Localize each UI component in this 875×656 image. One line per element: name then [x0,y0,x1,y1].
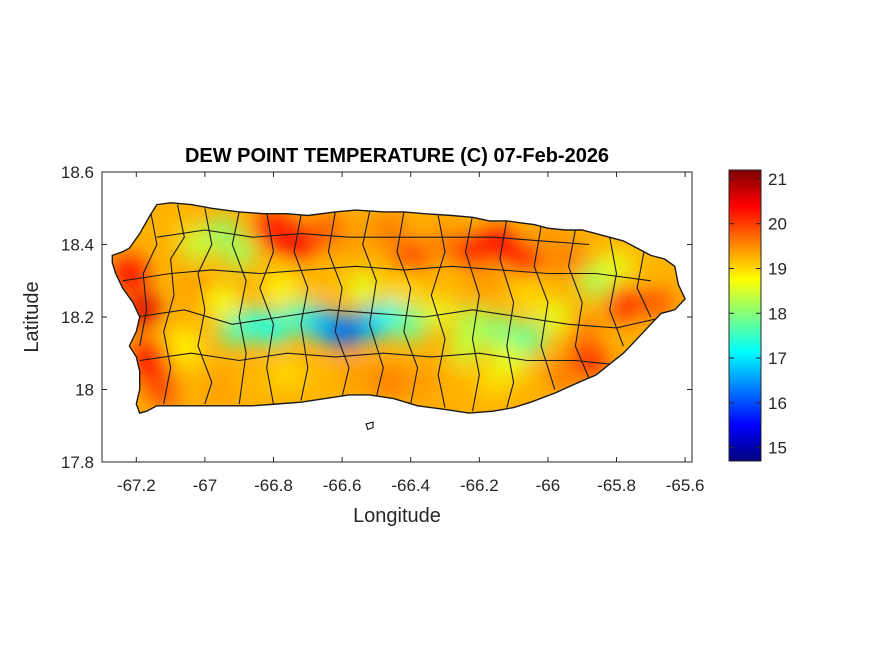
colorbar-ticks: 15 16 17 18 19 20 21 [729,170,787,458]
temperature-blob [441,357,476,393]
x-tick-label: -65.8 [597,476,636,495]
municipality-border [430,215,446,408]
temperature-blob [510,321,545,356]
municipality-border [122,265,651,282]
temperature-blob [167,328,202,364]
temperature-blob [201,372,236,407]
colorbar-tick-label: 21 [768,170,787,189]
temperature-blob [372,212,408,248]
municipality-border [136,309,665,329]
x-tick-label: -66.2 [460,476,499,495]
temperature-blob [263,270,298,306]
temperature-blob [489,343,524,378]
temperature-blob [644,288,672,317]
x-axis-label: Longitude [353,505,441,527]
temperature-blob [338,357,373,393]
temperature-blob [407,365,442,400]
temperature-blob [510,241,545,277]
temperature-blob [571,343,607,378]
temperature-blob [386,270,422,306]
colorbar-tick-label: 18 [768,304,787,323]
colorbar-tick-label: 20 [768,215,787,234]
temperature-blob [372,365,408,400]
municipality-border [163,204,185,405]
temperature-blob [565,314,600,349]
colorbar-tick-label: 17 [768,349,787,368]
x-tick-label: -66.8 [254,476,293,495]
temperature-blob [304,263,339,298]
colorbar-tick-label: 15 [768,439,787,458]
temperature-blob [283,227,319,262]
temperature-blob [180,227,216,262]
municipality-border [362,211,384,397]
temperature-blob [510,278,545,313]
temperature-blob [174,357,209,393]
x-tick-label: -67 [193,476,218,495]
temperature-blob [606,285,641,320]
temperature-blob [304,365,339,400]
temperature-blob [311,212,346,248]
plot-area: -67.2 -67 -66.8 -66.6 -66.4 -66.2 -66 -65.8 -65.… [61,163,705,495]
x-tick-label: -65.6 [666,476,705,495]
x-tick-label: -66.6 [323,476,362,495]
temperature-blob [160,205,195,240]
temperature-blob [482,314,518,349]
y-tick-label: 18.6 [61,163,94,182]
temperature-blob [393,241,428,277]
y-axis-ticks: 17.8 18 18.2 18.4 18.6 [61,163,692,472]
municipality-border [197,208,213,405]
temperature-blob [112,256,147,291]
colorbar: 15 16 17 18 19 20 21 [728,169,787,462]
colorbar-gradient [728,169,762,462]
temperature-blob [222,234,257,269]
temperature-blob [537,299,572,335]
temperature-blob [235,365,271,400]
temperature-blob [204,285,240,320]
municipality-border [231,211,247,405]
temperature-blobs [112,205,672,407]
municipality-border [396,211,419,405]
x-tick-label: -67.2 [117,476,156,495]
municipality-border [499,219,515,408]
municipality-border [636,251,652,318]
small-island-outline [365,421,374,431]
y-tick-label: 18 [75,381,94,400]
municipality-border [465,215,480,412]
x-tick-label: -66 [536,476,561,495]
temperature-blob [482,227,518,262]
colorbar-tick-label: 16 [768,394,787,413]
temperature-blob [208,216,236,244]
temperature-blob [448,328,483,364]
x-axis-ticks: -67.2 -67 -66.8 -66.6 -66.4 -66.2 -66 -65.8 -65.… [117,172,705,495]
x-tick-label: -66.4 [391,476,430,495]
municipality-border [327,211,350,397]
municipality-borders [122,204,665,412]
y-tick-label: 18.4 [61,236,94,255]
temperature-blob [427,227,463,262]
municipality-border [139,208,158,347]
y-tick-label: 17.8 [61,453,94,472]
temperature-blob [345,270,380,306]
temperature-blob [252,209,295,251]
map-title: DEW POINT TEMPERATURE (C) 07-Feb-2026 [185,145,609,167]
island-coastline [111,202,686,414]
municipality-border [139,352,610,365]
municipality-border [259,211,275,405]
municipality-border [293,215,309,401]
y-tick-label: 18.2 [61,308,94,327]
temperature-blob [455,234,490,269]
temperature-blob [551,241,586,277]
municipality-border [567,229,590,379]
municipality-border [156,229,590,246]
dew-point-field [112,202,686,414]
y-axis-label: Latitude [21,281,43,352]
temperature-blob [146,372,181,407]
colorbar-tick-label: 19 [768,259,787,278]
temperature-blob [270,357,305,393]
